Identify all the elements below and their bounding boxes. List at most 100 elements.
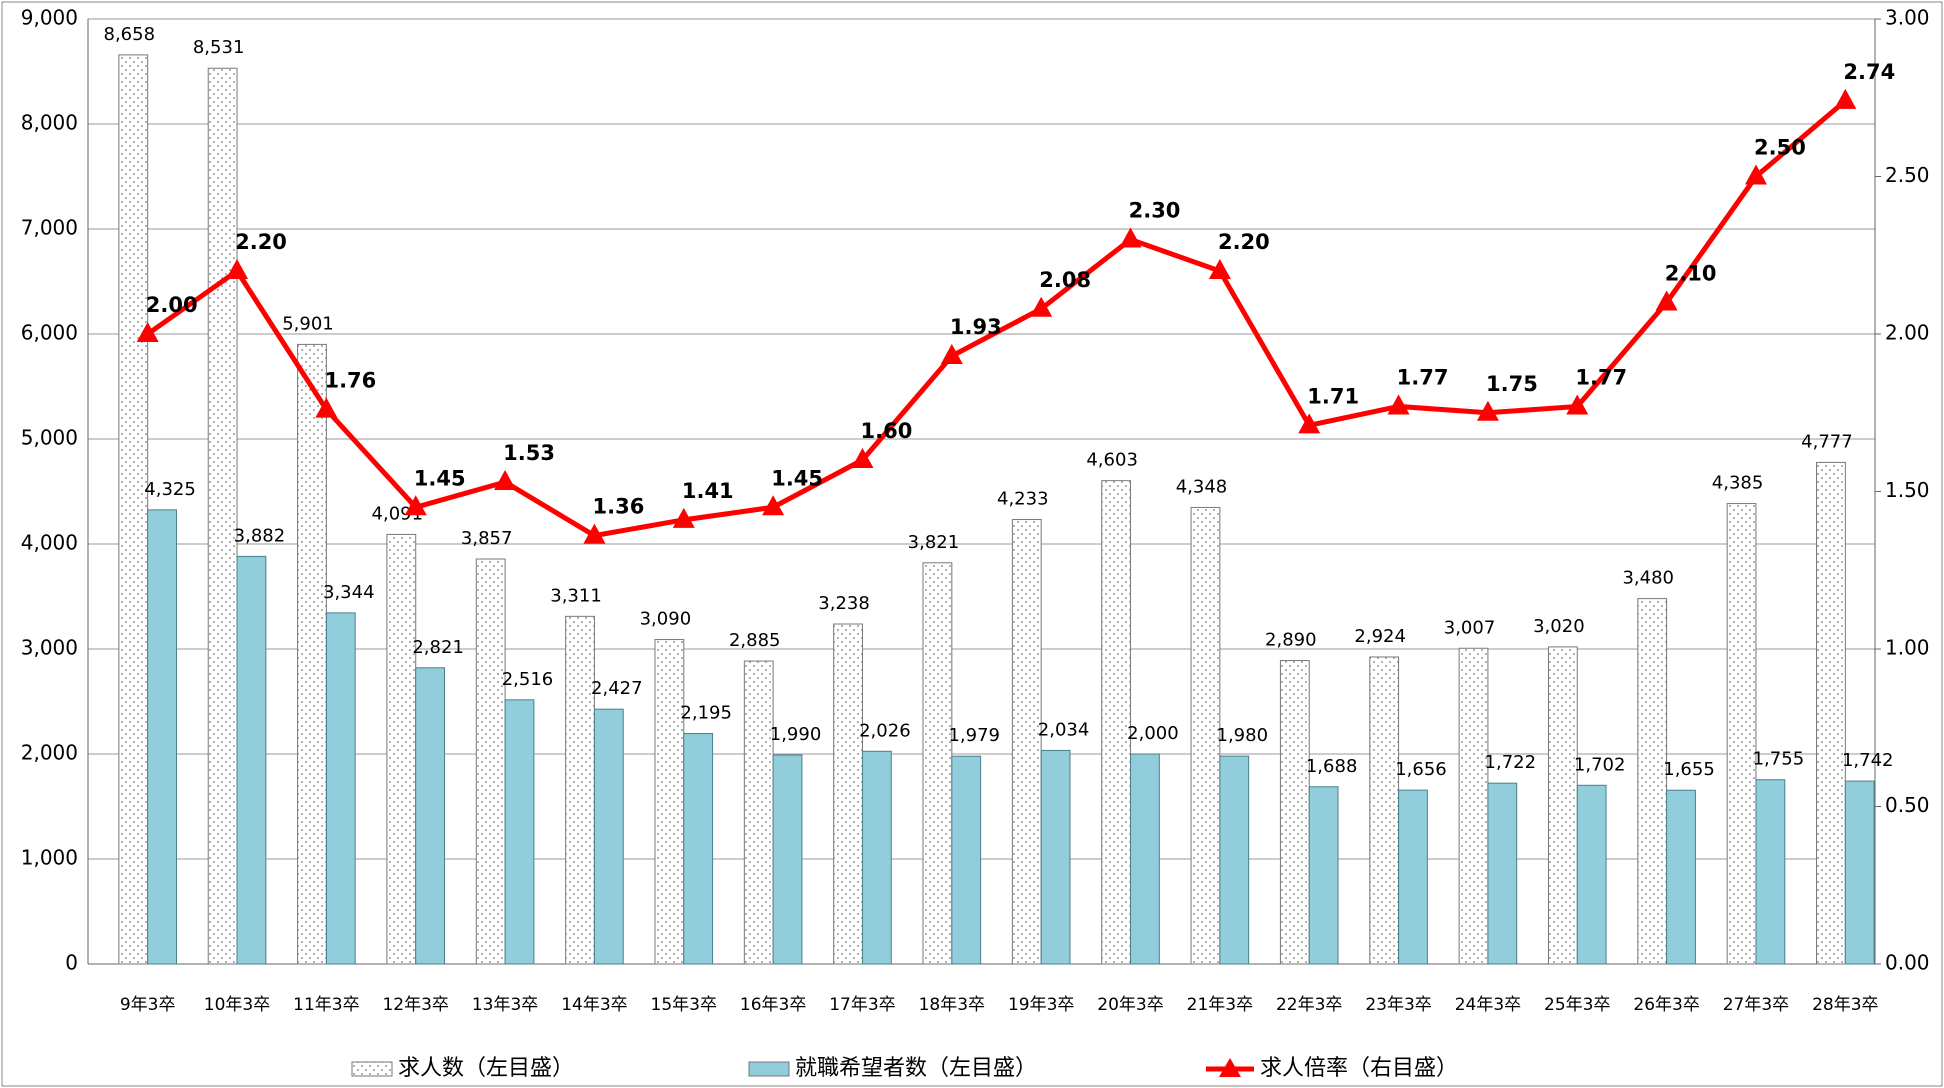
bar [683,733,714,965]
y-tick-label: 3,000 [21,636,78,660]
value-label: 3,020 [1533,616,1585,637]
y-tick-label: 8,000 [21,111,78,135]
value-label: 2,821 [412,637,464,658]
value-label: 3,882 [234,525,286,546]
value-label: 2,890 [1265,630,1317,651]
bar [861,750,892,965]
y-tick-label: 1,000 [21,846,78,870]
value-label: 4,603 [1086,450,1138,471]
value-label: 3,344 [323,582,375,603]
value-label: 2,427 [591,678,643,699]
x-tick-label: 15年3卒 [651,995,717,1015]
x-tick-label: 24年3卒 [1455,995,1521,1015]
bar [504,699,535,965]
bar [147,509,177,965]
bar [475,558,506,965]
x-tick-label: 26年3卒 [1633,995,1699,1015]
legend-label: 求人倍率（右目盛） [1260,1056,1458,1081]
value-label: 1,688 [1306,756,1358,777]
bar [1816,461,1846,965]
bar [951,755,982,965]
y-tick-label: 9,000 [21,6,78,30]
legend-label: 求人数（左目盛） [398,1056,574,1081]
value-label: 5,901 [282,313,334,334]
value-label: 3,238 [818,593,870,614]
bar [1130,753,1160,965]
value-label: 4,325 [144,479,196,500]
bar [1637,598,1668,965]
ratio-label: 1.77 [1397,365,1449,389]
value-label: 3,821 [908,532,960,553]
bar [1547,646,1578,965]
bar [415,667,446,965]
x-tick-label: 20年3卒 [1097,995,1163,1015]
marker [672,507,695,528]
y2-tick-label: 1.50 [1885,478,1930,502]
bar [833,623,863,965]
ratio-label: 2.20 [1218,230,1270,254]
bar [654,639,685,965]
value-label: 2,516 [502,669,554,690]
bar [1369,656,1400,965]
ratio-label: 1.45 [771,466,823,490]
legend-swatch [351,1061,393,1077]
marker [1834,88,1857,109]
marker [1655,290,1678,311]
bar [1726,503,1757,965]
x-tick-label: 23年3卒 [1365,995,1431,1015]
marker [136,322,159,342]
marker [226,259,249,279]
value-label: 1,655 [1663,759,1715,780]
marker [1208,259,1231,279]
ratio-label: 1.75 [1486,372,1538,396]
marker [315,397,338,418]
x-tick-label: 14年3卒 [561,995,627,1015]
marker [940,344,963,365]
y-tick-label: 2,000 [21,741,78,765]
bar [386,533,417,965]
bar [1398,789,1428,965]
ratio-label: 1.93 [950,315,1002,339]
y2-tick-label: 1.00 [1885,636,1930,660]
y2-tick-label: 2.00 [1885,321,1930,345]
bar [1308,786,1339,965]
bar [922,562,953,965]
ratio-label: 1.71 [1307,384,1359,408]
ratio-label: 2.08 [1039,268,1091,292]
line [146,98,1847,539]
value-label: 4,233 [997,489,1049,510]
marker [1030,296,1053,317]
bar [1011,519,1042,965]
y-tick-label: 5,000 [21,426,78,450]
ratio-label: 2.20 [235,230,287,254]
bar [297,343,327,965]
bar [1487,782,1518,965]
bar [325,612,356,965]
value-label: 4,385 [1712,473,1764,494]
marker [1744,164,1767,185]
bar [118,54,149,965]
marker [1566,394,1589,415]
bar [1040,749,1071,965]
marker [404,495,427,516]
value-label: 1,702 [1574,754,1626,775]
bar [236,555,267,965]
value-label: 4,348 [1176,476,1228,497]
bar [593,708,624,965]
value-label: 3,090 [640,609,692,630]
ratio-label: 1.76 [324,369,376,393]
legend-marker [1219,1058,1241,1077]
value-label: 2,000 [1127,723,1179,744]
bar [743,660,774,965]
legend-label: 就職希望者数（左目盛） [795,1056,1037,1081]
value-label: 3,007 [1444,617,1496,638]
y-tick-label: 0 [65,951,78,975]
marker [1119,227,1142,248]
bar [1458,647,1489,965]
value-label: 2,924 [1354,626,1406,647]
bar [207,67,238,965]
value-label: 1,742 [1842,750,1894,771]
bar [1844,780,1875,965]
x-tick-label: 21年3卒 [1187,995,1253,1015]
